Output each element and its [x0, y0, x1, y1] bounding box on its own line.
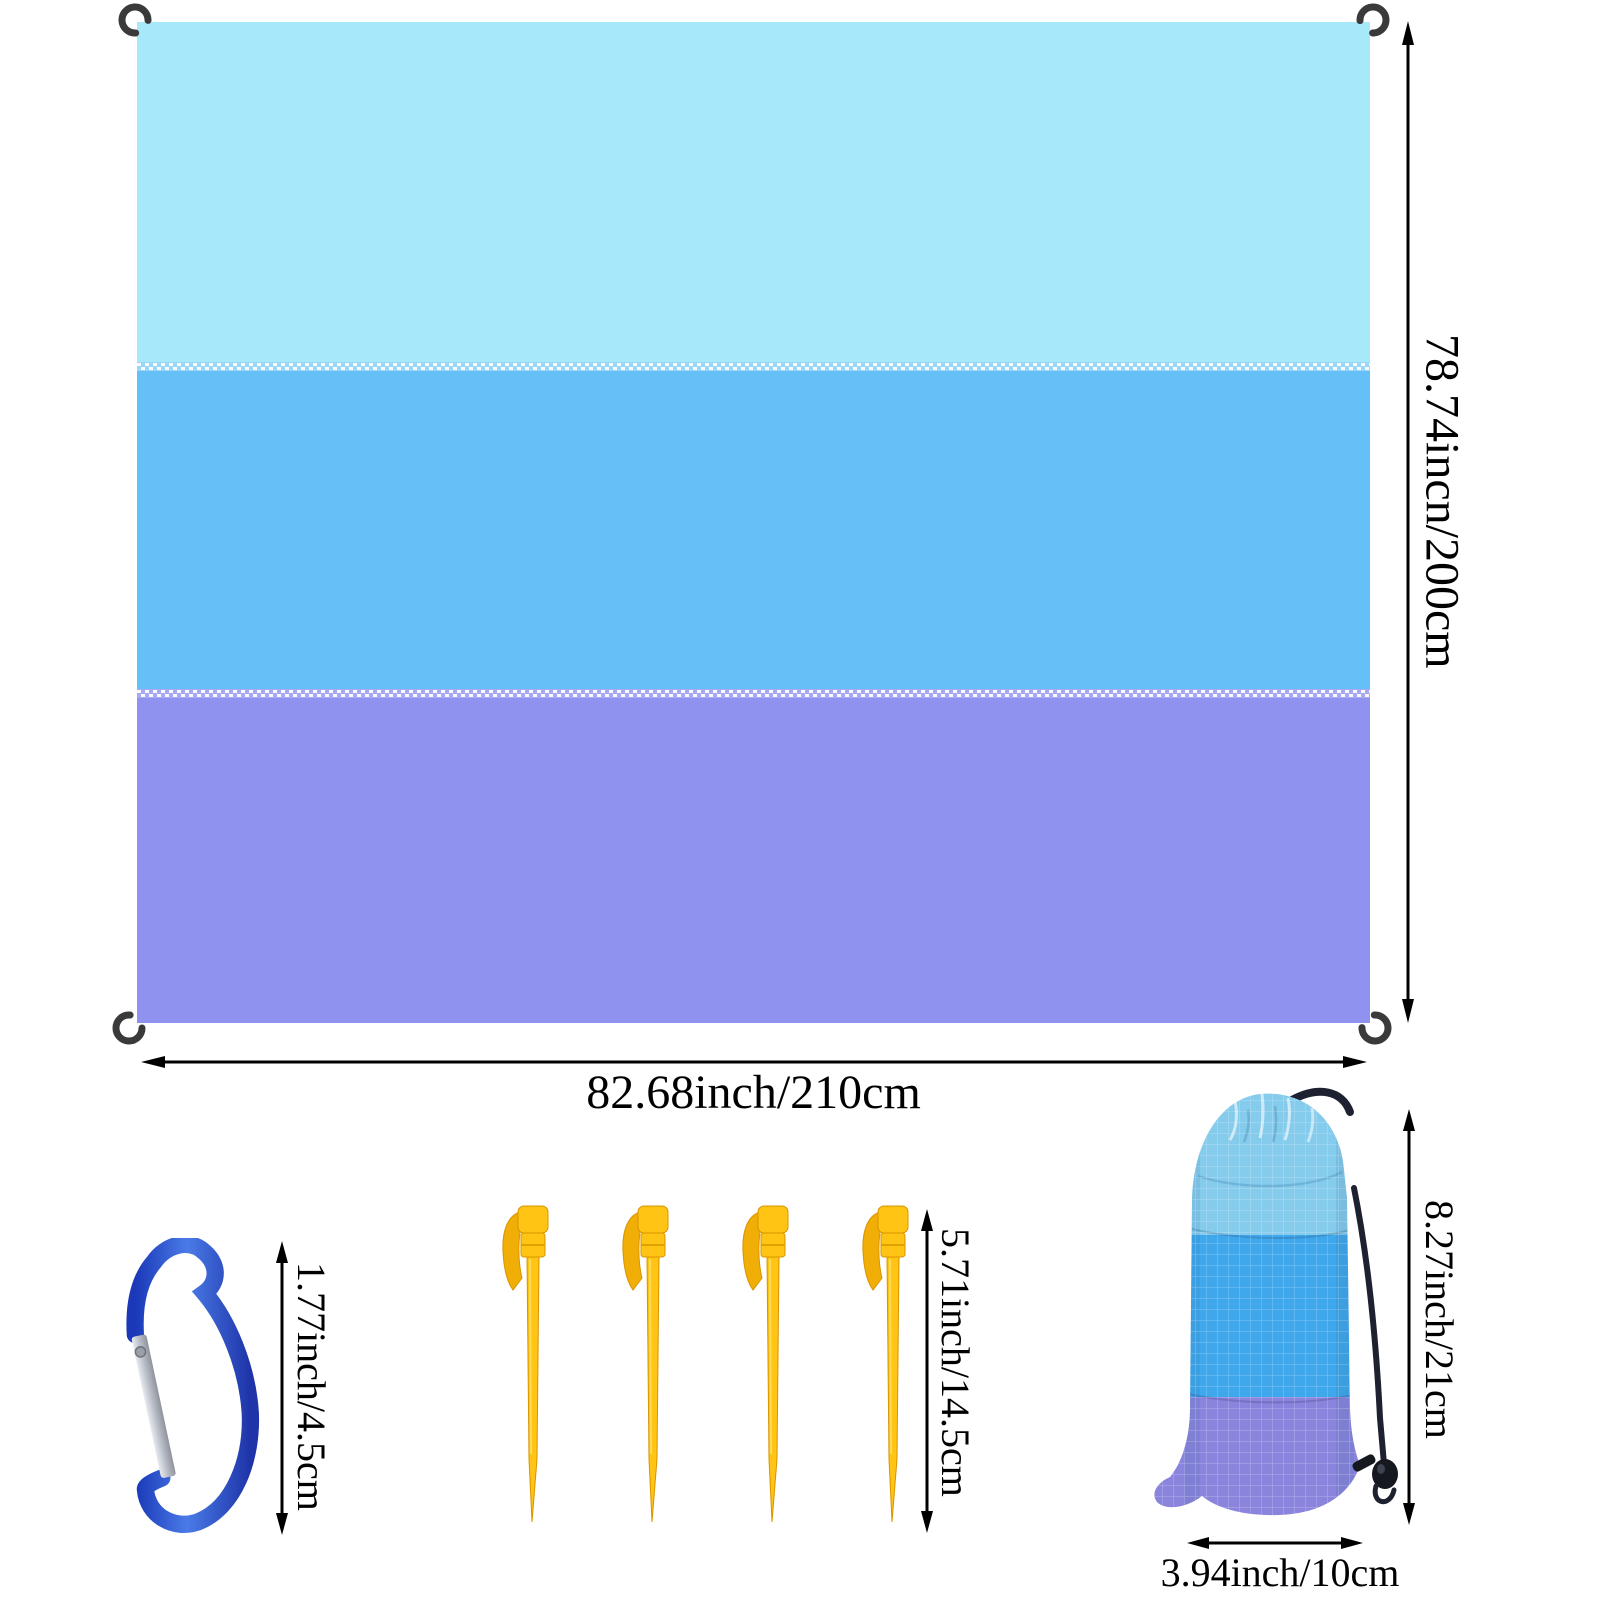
drawstring-cord-top	[1288, 1088, 1354, 1116]
blanket-stripe-blue	[137, 371, 1370, 689]
corner-loop-icon	[118, 3, 152, 37]
blanket-stripe-purple	[137, 698, 1370, 1023]
tent-stake	[862, 1205, 909, 1523]
bag-width-arrow	[1187, 1537, 1363, 1549]
corner-loop-icon	[112, 1011, 146, 1045]
drawstring-cord	[1351, 1185, 1398, 1504]
tent-stake	[502, 1205, 549, 1523]
beach-blanket	[137, 22, 1370, 1023]
corner-loop-icon	[1356, 3, 1390, 37]
stake-length-arrow	[921, 1209, 933, 1533]
blanket-stripe-light-blue	[137, 22, 1370, 362]
carabiner-length-arrow	[276, 1241, 288, 1535]
carabiner	[126, 1238, 260, 1533]
blanket-width-arrow	[141, 1056, 1367, 1068]
tent-stake	[742, 1205, 789, 1523]
carabiner-gate	[131, 1334, 176, 1478]
bag-height-arrow	[1403, 1109, 1415, 1525]
storage-bag	[1154, 1088, 1398, 1516]
blanket-height-label: 78.74incn/200cm	[1415, 334, 1469, 669]
bag-height-label: 8.27inch/21cm	[1417, 1200, 1462, 1439]
tent-stake	[622, 1205, 669, 1523]
carabiner-body	[126, 1238, 260, 1533]
carabiner-length-label: 1.77inch/4.5cm	[289, 1262, 334, 1511]
corner-loop-icon	[1358, 1011, 1392, 1045]
stake-length-label: 5.71inch/14.5cm	[933, 1228, 978, 1497]
blanket-width-label: 82.68inch/210cm	[586, 1066, 921, 1119]
blanket-stitch-seam-1	[137, 362, 1370, 371]
blanket-stitch-seam-2	[137, 689, 1370, 698]
blanket-height-arrow	[1402, 21, 1414, 1023]
bag-width-label: 3.94inch/10cm	[1160, 1550, 1400, 1595]
